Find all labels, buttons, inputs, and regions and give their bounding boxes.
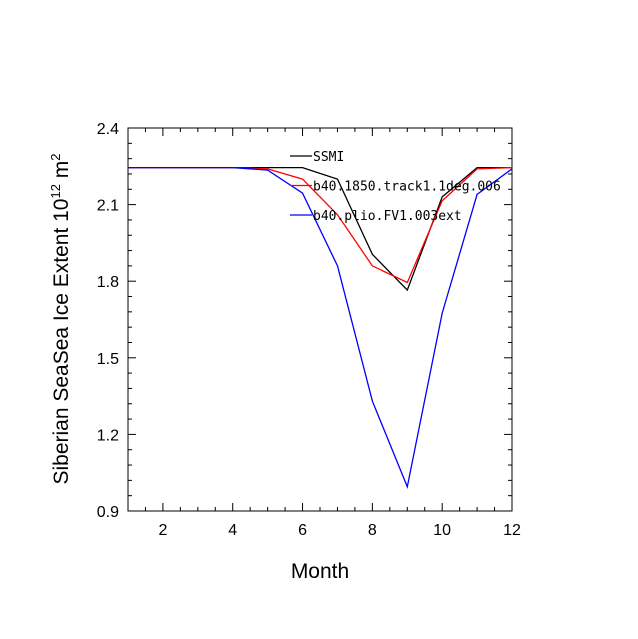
y-axis-title-exp2: 2	[48, 153, 63, 160]
series-lines	[128, 166, 513, 489]
y-axis-title-unit: m	[50, 161, 73, 184]
legend-label: b40.plio.FV1.003ext	[313, 209, 462, 224]
x-tick-labels: 2 4 6 8 10 12	[158, 522, 521, 539]
y-tick-label: 1.8	[97, 274, 119, 291]
axis-ticks	[127, 127, 513, 512]
legend: SSMI b40.1850.track1.1deg.006 b40.plio.FV1…	[290, 150, 501, 224]
y-axis-title: Siberian SeaSea Ice Extent 1012 m2	[48, 153, 73, 484]
x-axis-title: Month	[291, 560, 349, 583]
legend-label: SSMI	[313, 150, 344, 165]
y-axis-title-main: Siberian SeaSea Ice Extent 10	[50, 199, 73, 485]
x-tick-label: 10	[433, 522, 451, 539]
y-tick-label: 1.2	[97, 427, 119, 444]
y-tick-label: 0.9	[97, 504, 119, 521]
series-line-3	[128, 166, 513, 489]
y-tick-label: 2.1	[97, 198, 119, 215]
x-tick-label: 12	[503, 522, 521, 539]
y-axis-title-exp1: 12	[48, 184, 63, 198]
y-tick-label: 2.4	[97, 121, 119, 138]
x-tick-label: 4	[228, 522, 237, 539]
x-tick-label: 8	[368, 522, 377, 539]
x-tick-label: 2	[158, 522, 167, 539]
y-tick-label: 1.5	[97, 351, 119, 368]
y-tick-labels: 0.9 1.2 1.5 1.8 2.1 2.4	[97, 121, 119, 521]
legend-label: b40.1850.track1.1deg.006	[313, 180, 501, 195]
x-tick-label: 6	[298, 522, 307, 539]
